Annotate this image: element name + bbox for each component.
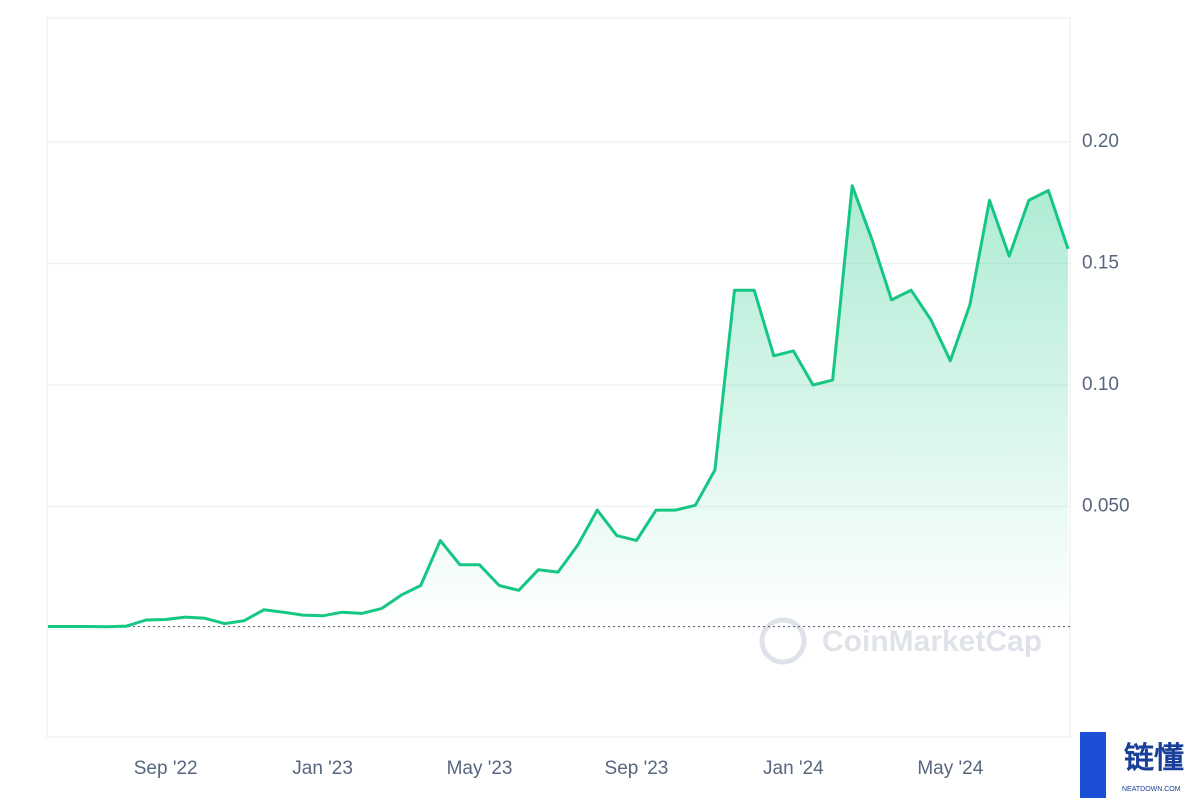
plot-frame [46, 17, 1071, 738]
x-tick-label: Jan '23 [292, 758, 353, 779]
logo-mark [1080, 732, 1106, 798]
y-tick-label: 0.20 [1082, 131, 1119, 152]
x-tick-label: Jan '24 [763, 758, 824, 779]
logo: 链懂 NEATDOWN.COM [1080, 732, 1184, 798]
x-tick-label: May '24 [917, 758, 983, 779]
logo-subtext: NEATDOWN.COM [1122, 786, 1181, 793]
x-tick-label: Sep '23 [605, 758, 669, 779]
y-tick-label: 0.10 [1082, 374, 1119, 395]
watermark-text: CoinMarketCap [822, 625, 1042, 658]
watermark: CoinMarketCap [759, 617, 1042, 665]
y-tick-label: 0.15 [1082, 252, 1119, 273]
logo-text: 链懂 [1124, 741, 1184, 775]
area [48, 185, 1068, 628]
x-tick-label: Sep '22 [134, 758, 198, 779]
price-line [48, 184, 1070, 629]
x-tick-label: May '23 [447, 758, 513, 779]
y-tick-label: 0.050 [1082, 496, 1130, 517]
